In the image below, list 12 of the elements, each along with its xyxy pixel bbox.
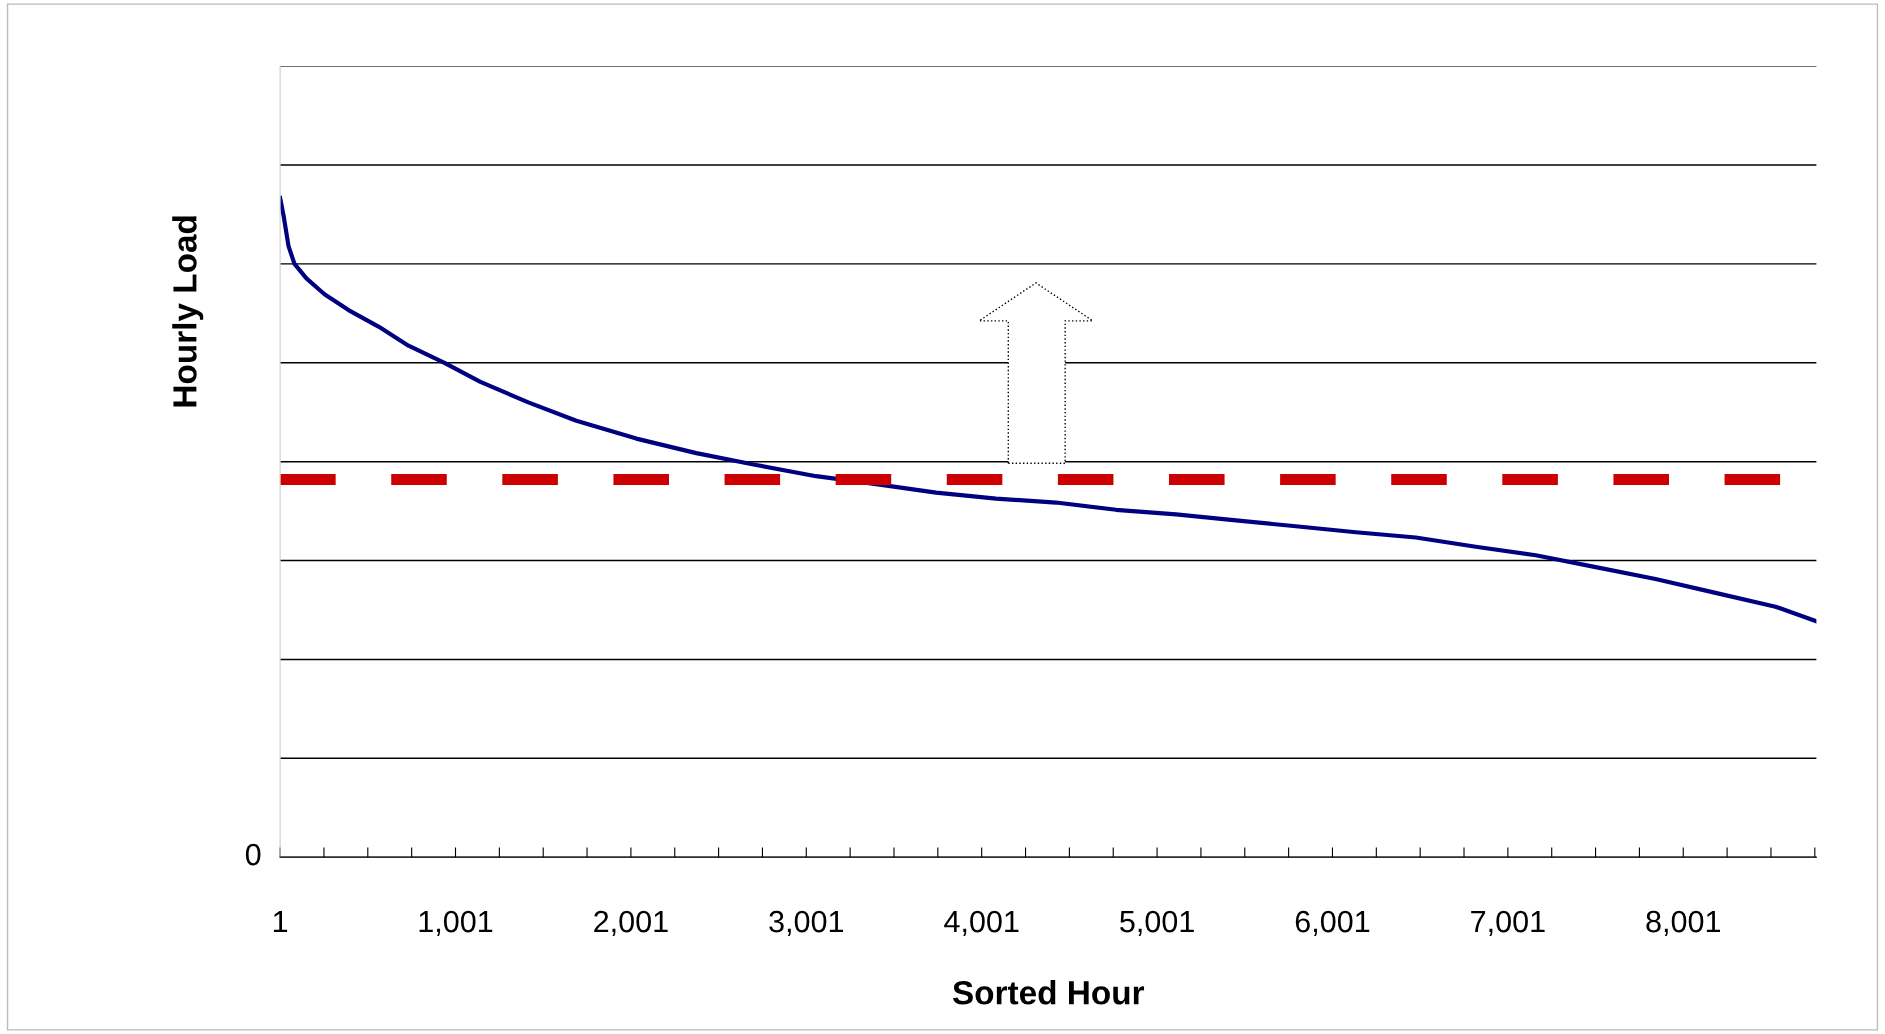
x-tick-label: 4,001 xyxy=(944,910,1019,937)
x-tick-label: 2,001 xyxy=(594,910,668,937)
text: 0 xyxy=(245,843,261,866)
x-axis-title: Sorted Hour xyxy=(952,980,1145,1005)
x-tick-label: 1 xyxy=(273,911,288,933)
y-axis-title: Hourly Load xyxy=(172,216,204,407)
x-tick-label: 6,001 xyxy=(1295,910,1370,937)
x-tick-label: 1,001 xyxy=(419,910,493,937)
x-tick-label: 8,001 xyxy=(1646,910,1721,937)
x-tick-label: 5,001 xyxy=(1120,910,1194,937)
x-tick-label: 3,001 xyxy=(769,910,844,937)
x-tick-label: 7,001 xyxy=(1471,910,1545,937)
